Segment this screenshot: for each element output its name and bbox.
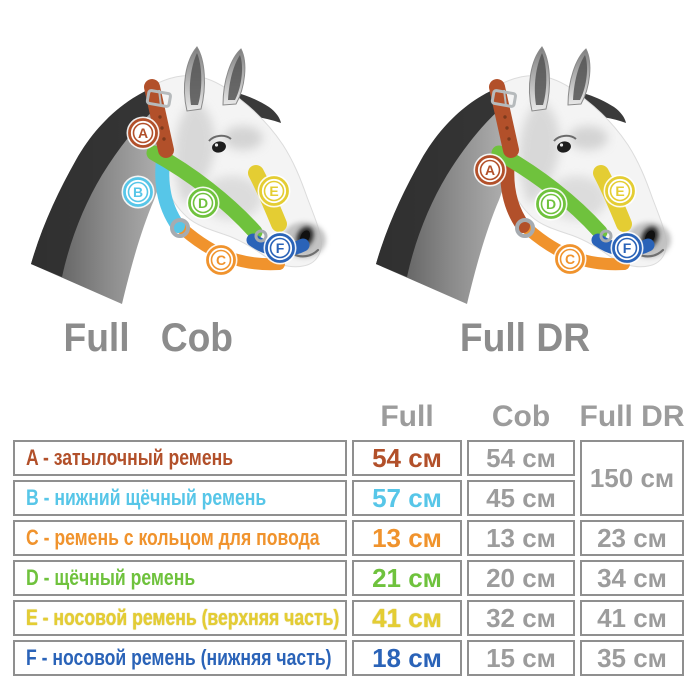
strap-label-b-icon: B	[121, 175, 155, 209]
strap-letter-e: E	[269, 183, 278, 199]
strap-label-d-icon: D	[534, 187, 568, 221]
strap-label-e-icon: E	[603, 174, 637, 208]
header-cob: Cob	[491, 400, 551, 433]
caption-word-full: Full	[63, 316, 130, 360]
strap-label-a-icon: A	[126, 116, 160, 150]
row-label-d: D - щёчный ремень	[13, 560, 347, 596]
cell-b-cob: 45 см	[467, 480, 575, 516]
strap-letter-e: E	[615, 183, 624, 199]
header-full: Full	[380, 400, 434, 433]
strap-label-d-icon: D	[186, 186, 220, 220]
cell-e-full: 41 см	[352, 600, 462, 636]
strap-label-f-icon: F	[263, 231, 297, 265]
cell-d-full-dr: 34 см	[580, 560, 684, 596]
caption-word-cob: Cob	[160, 316, 233, 360]
header-spacer	[13, 398, 347, 434]
cell-f-full-dr: 35 см	[580, 640, 684, 676]
cell-f-full: 18 см	[352, 640, 462, 676]
cell-ab-full-dr: 150 см	[580, 440, 684, 516]
row-label-e: E - носовой ремень (верхняя часть)	[13, 600, 347, 636]
cell-b-full: 57 см	[352, 480, 462, 516]
strap-label-c-icon: C	[553, 242, 587, 276]
strap-letter-d: D	[546, 196, 556, 212]
strap-letter-c: C	[216, 252, 226, 268]
strap-letter-a: A	[485, 162, 495, 178]
horse-artwork	[31, 47, 326, 304]
cell-d-full: 21 см	[352, 560, 462, 596]
cell-c-full: 13 см	[352, 520, 462, 556]
cell-f-cob: 15 см	[467, 640, 575, 676]
strap-letter-b: B	[133, 184, 143, 200]
cell-c-cob: 13 см	[467, 520, 575, 556]
size-table-header: Full Cob Full DR	[13, 398, 684, 434]
cell-a-cob: 54 см	[467, 440, 575, 476]
horse-artwork	[376, 47, 671, 304]
row-label-c: C - ремень с кольцом для повода	[13, 520, 347, 556]
cell-c-full-dr: 23 см	[580, 520, 684, 556]
strap-letter-f: F	[623, 240, 632, 256]
caption-full-dr: Full DR	[400, 317, 650, 359]
header-full-dr: Full DR	[579, 400, 685, 433]
row-label-f: F - носовой ремень (нижняя часть)	[13, 640, 347, 676]
row-label-b: B - нижний щёчный ремень	[13, 480, 347, 516]
horse-diagram-full-dr: A C D E F	[373, 8, 699, 330]
size-table: A - затылочный ремень 54 см 54 см 150 см…	[13, 440, 684, 676]
horse-diagram-full-cob: A B C D E F	[28, 8, 354, 330]
strap-letter-c: C	[565, 251, 575, 267]
strap-label-e-icon: E	[257, 174, 291, 208]
strap-label-a-icon: A	[473, 153, 507, 187]
strap-letter-a: A	[138, 125, 148, 141]
strap-letter-f: F	[276, 240, 285, 256]
cell-a-full: 54 см	[352, 440, 462, 476]
strap-label-c-icon: C	[204, 243, 238, 277]
row-label-a: A - затылочный ремень	[13, 440, 347, 476]
strap-letter-d: D	[198, 195, 208, 211]
strap-label-f-icon: F	[610, 231, 644, 265]
cell-e-cob: 32 см	[467, 600, 575, 636]
caption-word-full-dr: Full DR	[459, 316, 591, 360]
cell-d-cob: 20 см	[467, 560, 575, 596]
caption-full-cob: Full Cob	[23, 317, 273, 359]
cell-e-full-dr: 41 см	[580, 600, 684, 636]
